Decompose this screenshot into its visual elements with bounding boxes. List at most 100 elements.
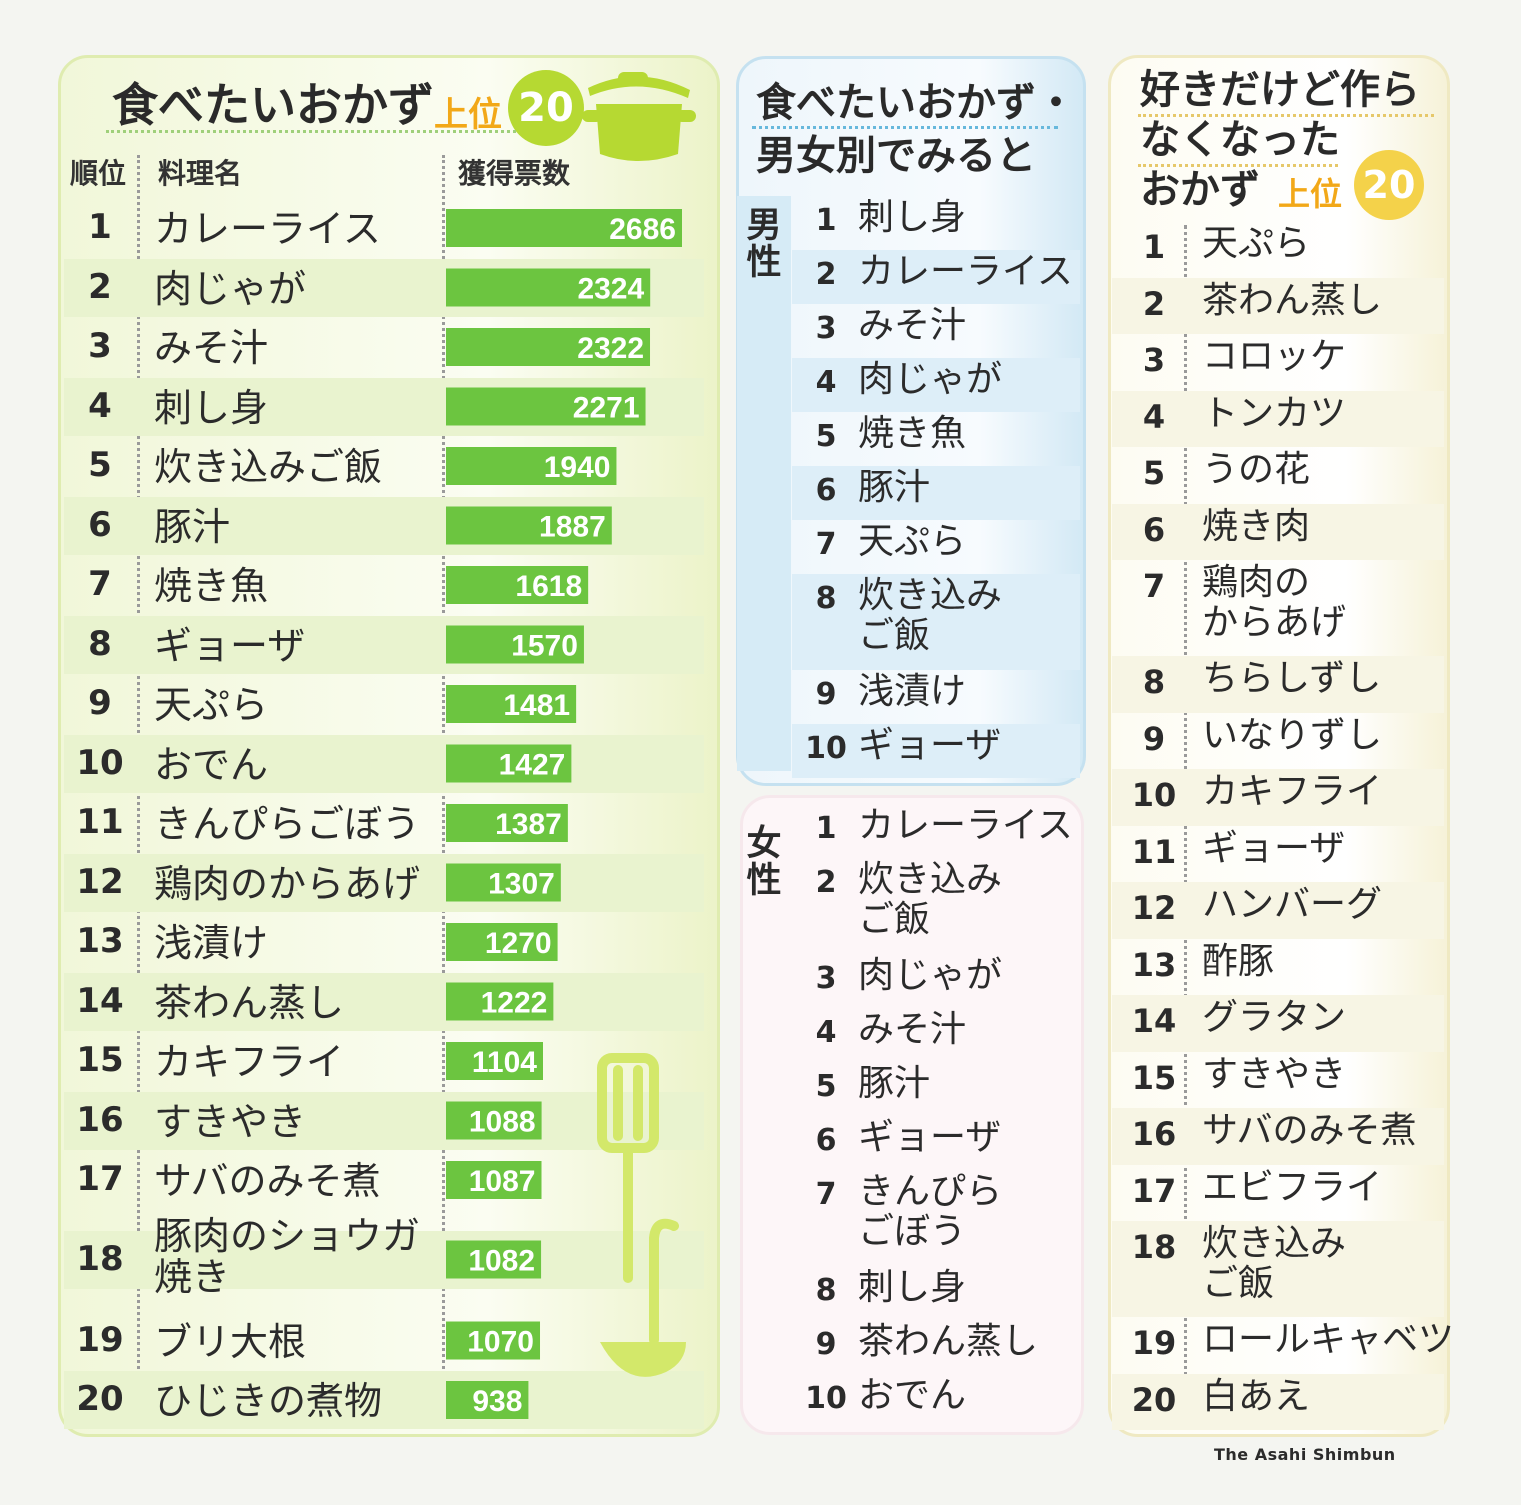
nlm-dish-name: 白あえ — [1202, 1375, 1311, 1417]
nlm-rank-number: 3 — [1142, 341, 1166, 379]
dish-name: 茶わん蒸し — [154, 980, 345, 1025]
rank-number: 7 — [88, 564, 112, 604]
gender-rank-number: 10 — [805, 731, 847, 766]
rank-number: 1 — [88, 207, 112, 247]
nlm-title-line2: なくなった — [1140, 117, 1340, 163]
gender-title-line1: 食べたいおかず・ — [756, 80, 1076, 126]
gender-rank-number: 9 — [815, 1327, 837, 1362]
dish-name: きんぴらごぼう — [154, 802, 421, 846]
gender-dish-name: 浅漬け — [858, 671, 967, 712]
nlm-row-band — [1112, 1221, 1444, 1317]
nlm-dish-name: ロールキャベツ — [1202, 1319, 1455, 1360]
nlm-top20-badge: 20 — [1354, 150, 1424, 220]
credit: The Asahi Shimbun — [1214, 1445, 1396, 1464]
dish-name: 天ぷら — [154, 683, 269, 727]
rank-number: 10 — [76, 742, 124, 783]
nlm-rank-number: 19 — [1131, 1324, 1177, 1362]
col-head-votes: 獲得票数 — [458, 157, 571, 190]
gender-row-band — [792, 574, 1080, 670]
dish-name: 浅漬け — [154, 921, 269, 965]
nlm-dish-name: 焼き肉 — [1202, 505, 1311, 547]
gender-rank-number: 9 — [815, 677, 837, 712]
nlm-dish-name: うの花 — [1202, 449, 1311, 490]
gender-title-line2: 男女別でみると — [756, 133, 1036, 179]
gender-rank-number: 4 — [815, 365, 837, 400]
gender-rank-number: 2 — [815, 257, 837, 292]
table-row-band — [64, 1230, 704, 1289]
gender-rank-number: 1 — [815, 811, 837, 846]
nlm-rank-number: 16 — [1131, 1115, 1177, 1153]
nlm-row-band — [1112, 1373, 1444, 1430]
nlm-dish-name: コロッケ — [1202, 336, 1347, 377]
dish-name: おでん — [154, 742, 269, 787]
gender-rank-number: 5 — [815, 419, 837, 454]
gender-dish-name: ギョーザ — [858, 1117, 1002, 1158]
rank-number: 3 — [88, 326, 112, 366]
dish-name: 刺し身 — [154, 385, 269, 430]
gender-dish-name: 肉じゃが — [858, 955, 1003, 996]
nlm-rank-number: 6 — [1142, 510, 1166, 549]
gender-dish-name: 天ぷら — [858, 521, 967, 562]
dish-name: みそ汁 — [154, 326, 269, 370]
nlm-dish-name: ギョーザ — [1202, 827, 1346, 869]
gender-rank-number: 10 — [805, 1381, 847, 1416]
nlm-rank-number: 18 — [1131, 1228, 1177, 1266]
nlm-dish-name: 炊き込み ご飯 — [1202, 1223, 1347, 1305]
gender-rank-number: 5 — [815, 1069, 837, 1104]
title-underline — [106, 130, 516, 133]
nlm-title-dots-1 — [1138, 114, 1434, 117]
nlm-title-dots-2 — [1138, 164, 1338, 167]
rank-number: 13 — [76, 921, 124, 961]
nlm-rank-number: 7 — [1142, 567, 1166, 605]
gender-rank-number: 2 — [815, 865, 837, 900]
dish-name: 鶏肉のからあげ — [154, 861, 421, 906]
rank-number: 4 — [88, 385, 112, 426]
male-label-band — [737, 196, 791, 771]
nlm-row-band — [1112, 1108, 1444, 1165]
rank-number: 16 — [76, 1099, 124, 1140]
nlm-dish-name: エビフライ — [1202, 1166, 1383, 1208]
rank-number: 6 — [88, 504, 112, 545]
gender-dish-name: 炊き込み ご飯 — [858, 859, 1003, 941]
col-head-dish: 料理名 — [158, 157, 243, 190]
dish-name: ひじきの煮物 — [154, 1379, 383, 1423]
col-head-rank: 順位 — [70, 157, 127, 190]
rank-number: 2 — [88, 266, 112, 307]
gender-rank-number: 8 — [815, 1273, 837, 1308]
rank-number: 14 — [76, 980, 124, 1021]
gender-dish-name: 刺し身 — [858, 1267, 967, 1308]
gender-dish-name: 焼き魚 — [858, 413, 967, 454]
rank-number: 8 — [88, 623, 112, 664]
gender-rank-number: 8 — [815, 581, 837, 616]
gender-dish-name: みそ汁 — [858, 305, 967, 346]
rank-number: 19 — [76, 1319, 124, 1360]
nlm-rank-number: 9 — [1142, 719, 1166, 758]
gender-rank-number: 3 — [815, 311, 837, 346]
gender-dish-name: カレーライス — [858, 251, 1073, 292]
nlm-rank-number: 10 — [1131, 776, 1177, 814]
rank-number: 17 — [76, 1159, 124, 1199]
nlm-row-band — [1112, 390, 1444, 447]
nlm-rank-number: 8 — [1142, 663, 1166, 701]
dish-name: 焼き魚 — [154, 564, 269, 608]
nlm-title-line1: 好きだけど作ら — [1140, 67, 1420, 113]
gender-title-dots — [752, 126, 1058, 129]
female-ranking-panel — [740, 795, 1084, 1435]
gender-dish-name: みそ汁 — [858, 1009, 967, 1050]
overall-top20-badge: 20 — [508, 70, 584, 146]
dish-name: 豚肉のショウガ 焼き — [154, 1213, 421, 1299]
rank-number: 12 — [76, 861, 124, 902]
nlm-rank-number: 15 — [1131, 1058, 1177, 1097]
nlm-dish-name: グラタン — [1202, 997, 1347, 1038]
nlm-row-band — [1112, 882, 1444, 939]
dish-name: ブリ大根 — [154, 1319, 307, 1364]
nlm-row-band — [1112, 503, 1444, 560]
table-row-band — [64, 1371, 704, 1429]
gender-rank-number: 7 — [815, 527, 837, 562]
nlm-row-band — [1112, 995, 1444, 1052]
gender-row-band — [792, 358, 1080, 412]
nlm-title-line3: おかず — [1140, 167, 1260, 213]
nlm-row-band — [1112, 656, 1444, 713]
rank-number: 15 — [76, 1040, 124, 1080]
nlm-rank-number: 5 — [1142, 454, 1166, 492]
